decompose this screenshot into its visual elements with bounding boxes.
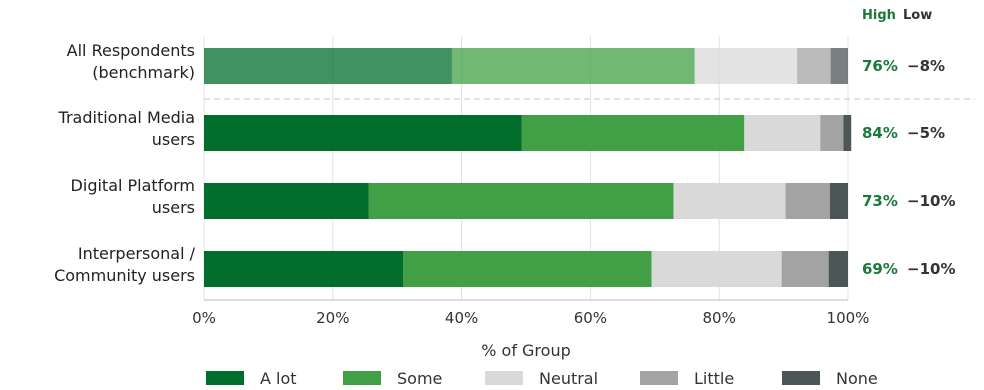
legend-label: None bbox=[836, 369, 878, 388]
bar-segment bbox=[204, 251, 403, 287]
bar-segment bbox=[521, 115, 745, 151]
bar-segment bbox=[204, 115, 522, 151]
bar-segment bbox=[744, 115, 821, 151]
category-label: Traditional Media bbox=[58, 108, 195, 127]
x-tick-label: 80% bbox=[703, 309, 736, 327]
low-value: −10% bbox=[907, 260, 955, 278]
legend-swatch bbox=[343, 371, 381, 385]
bar-segment bbox=[204, 48, 452, 84]
low-value: −5% bbox=[907, 124, 945, 142]
bar-segment bbox=[828, 251, 848, 287]
low-header: Low bbox=[903, 8, 932, 23]
x-tick-label: 0% bbox=[192, 309, 216, 327]
legend-swatch bbox=[485, 371, 523, 385]
bar-segment bbox=[781, 251, 829, 287]
bar-segment bbox=[204, 183, 369, 219]
category-label: users bbox=[152, 130, 195, 149]
x-axis-title: % of Group bbox=[481, 341, 571, 360]
x-tick-label: 20% bbox=[316, 309, 349, 327]
bar-segment bbox=[830, 48, 848, 84]
legend-swatch bbox=[206, 371, 244, 385]
high-value: 69% bbox=[862, 260, 898, 278]
legend-swatch bbox=[640, 371, 678, 385]
bar-segment bbox=[820, 115, 844, 151]
bar-segment bbox=[651, 251, 782, 287]
bar-segment bbox=[843, 115, 852, 151]
bar-segment bbox=[694, 48, 798, 84]
x-tick-label: 60% bbox=[574, 309, 607, 327]
high-value: 73% bbox=[862, 192, 898, 210]
legend-label: Some bbox=[397, 369, 442, 388]
category-label: Digital Platform bbox=[71, 176, 195, 195]
bar-segment bbox=[797, 48, 831, 84]
bar-segment bbox=[829, 183, 848, 219]
high-value: 84% bbox=[862, 124, 898, 142]
category-label: Interpersonal / bbox=[78, 244, 196, 263]
low-value: −10% bbox=[907, 192, 955, 210]
category-label: Community users bbox=[54, 266, 195, 285]
x-tick-label: 40% bbox=[445, 309, 478, 327]
legend-label: Neutral bbox=[539, 369, 598, 388]
category-label: users bbox=[152, 198, 195, 217]
low-value: −8% bbox=[907, 57, 945, 75]
legend-label: A lot bbox=[260, 369, 297, 388]
legend-swatch bbox=[782, 371, 820, 385]
bar-segment bbox=[673, 183, 786, 219]
category-label: All Respondents bbox=[67, 41, 195, 60]
bar-segment bbox=[368, 183, 674, 219]
high-value: 76% bbox=[862, 57, 898, 75]
bar-segment bbox=[451, 48, 695, 84]
bar-segment bbox=[402, 251, 652, 287]
legend-label: Little bbox=[694, 369, 734, 388]
x-tick-label: 100% bbox=[827, 309, 870, 327]
category-label: (benchmark) bbox=[92, 63, 195, 82]
high-header: High bbox=[862, 8, 896, 23]
bar-segment bbox=[785, 183, 830, 219]
